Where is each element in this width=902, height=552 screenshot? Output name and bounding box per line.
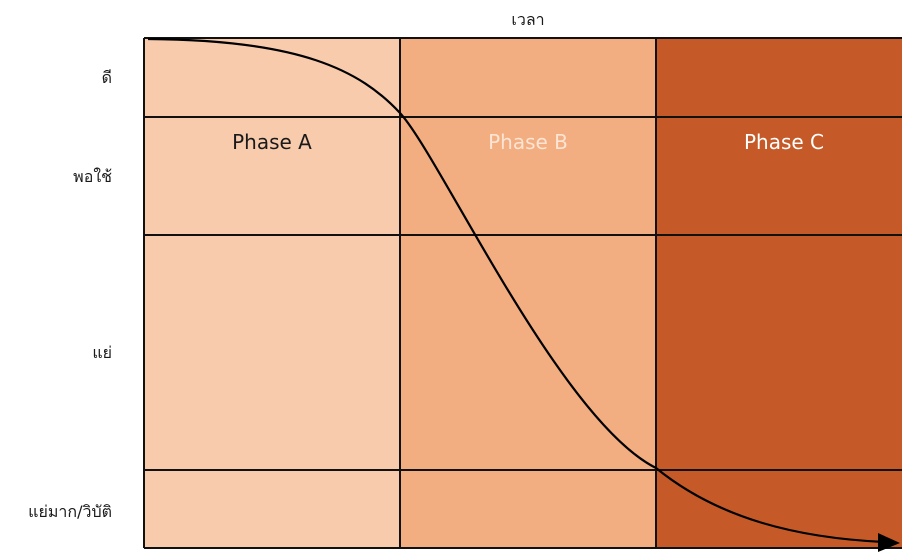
decline-curve xyxy=(147,37,885,544)
y-level-label-poor: แย่ xyxy=(92,343,112,362)
y-level-label-fair: พอใช้ xyxy=(73,167,112,186)
phase-a-label: Phase A xyxy=(232,130,312,154)
phase-b-label: Phase B xyxy=(488,130,568,154)
x-axis-title: เวลา xyxy=(511,10,545,29)
phase-c-label: Phase C xyxy=(743,130,825,154)
phase-b-column xyxy=(400,38,656,548)
y-level-label-good: ดี xyxy=(101,68,112,87)
y-level-label-crisis: แย่มาก/วิบัติ xyxy=(28,502,112,521)
phase-c-column xyxy=(656,38,902,548)
phase-a-column xyxy=(144,38,400,548)
curve-arrowhead-icon xyxy=(878,533,900,552)
